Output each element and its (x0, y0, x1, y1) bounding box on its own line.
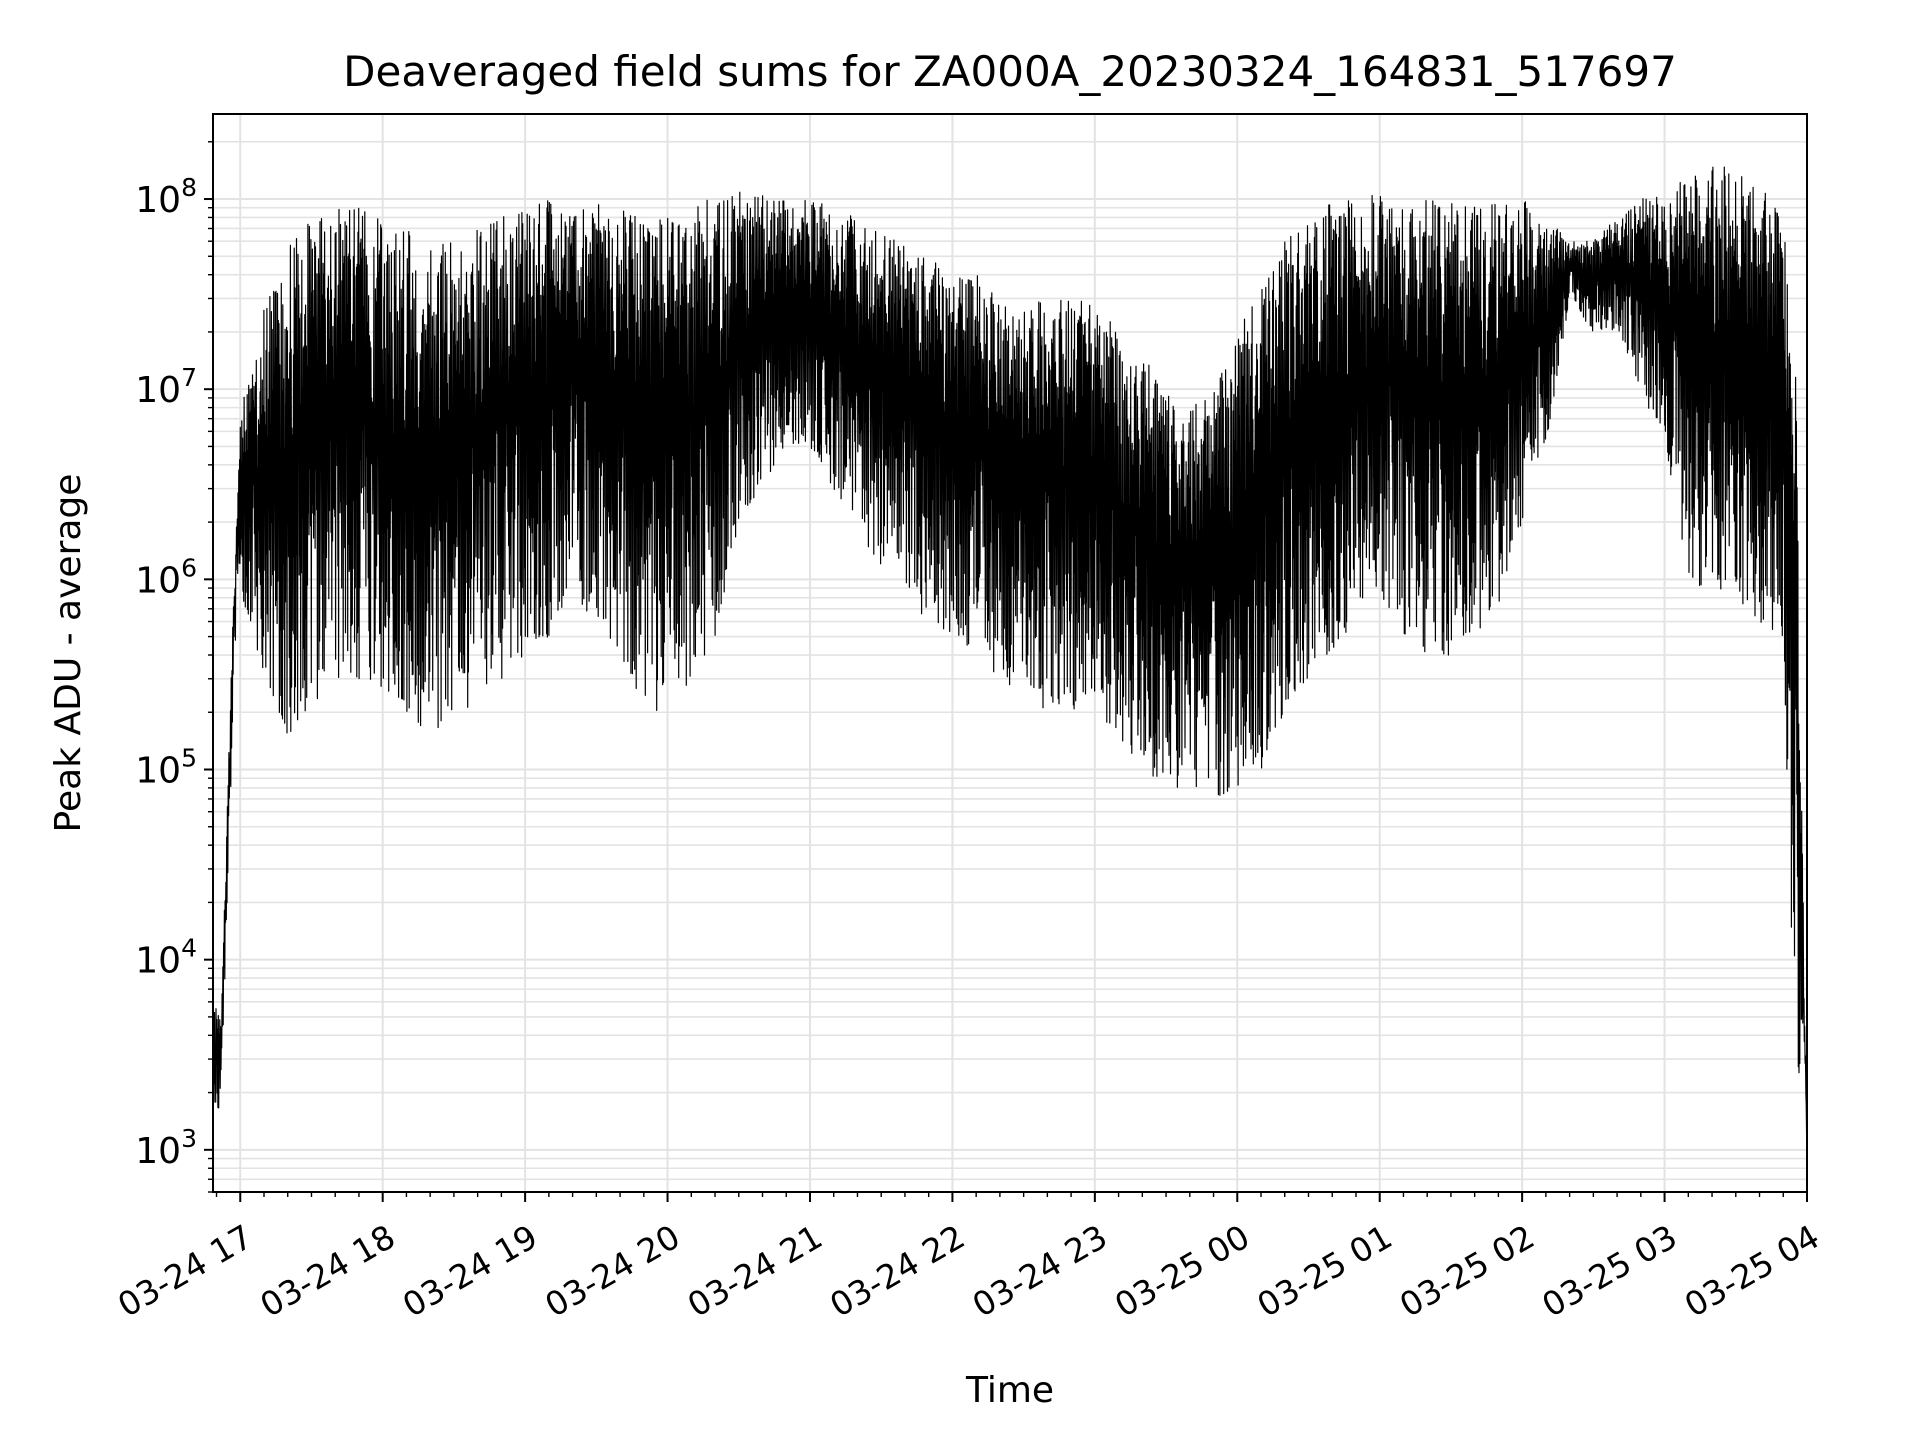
data-series (212, 166, 1808, 1150)
plot-frame (212, 113, 1808, 1193)
y-tick-label: 106 (135, 553, 197, 601)
y-tick-exponent: 4 (181, 934, 197, 963)
y-tick-label: 107 (135, 363, 197, 411)
y-tick-label: 105 (135, 744, 197, 792)
y-tick-label: 104 (135, 934, 197, 982)
y-tick-label: 103 (135, 1124, 197, 1172)
x-axis-label: Time (965, 1370, 1054, 1411)
y-tick-base: 10 (135, 180, 181, 221)
y-tick-base: 10 (135, 1131, 181, 1172)
y-tick-base: 10 (135, 560, 181, 601)
y-axis-label: Peak ADU - average (48, 474, 89, 833)
y-tick-exponent: 3 (181, 1124, 197, 1153)
series-line (212, 166, 1808, 1150)
y-tick-exponent: 5 (181, 744, 197, 773)
y-tick-label: 108 (135, 173, 197, 221)
y-tick-exponent: 7 (181, 363, 197, 392)
y-tick-exponent: 6 (181, 553, 197, 582)
y-tick-base: 10 (135, 751, 181, 792)
chart-title: Deaveraged field sums for ZA000A_2023032… (343, 47, 1677, 96)
y-tick-base: 10 (135, 370, 181, 411)
y-tick-base: 10 (135, 941, 181, 982)
y-tick-exponent: 8 (181, 173, 197, 202)
